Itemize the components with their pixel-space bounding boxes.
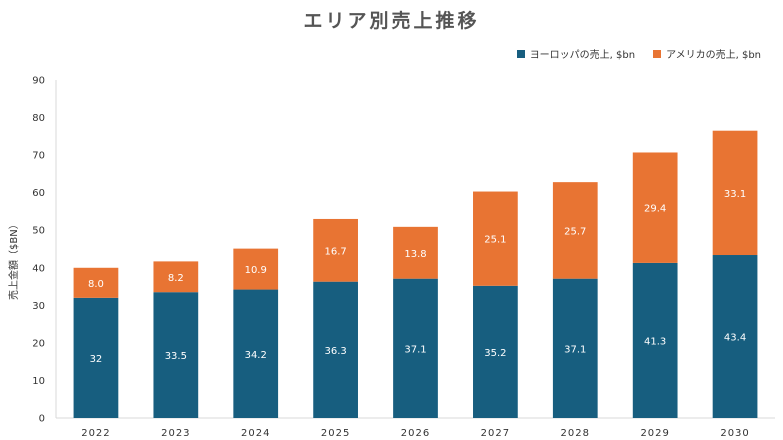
chart-title: エリア別売上推移	[303, 10, 480, 32]
legend-item-europe: ヨーロッパの売上, $bn	[516, 46, 636, 61]
y-tick-label: 20	[32, 338, 45, 349]
x-tick-label: 2024	[241, 428, 270, 439]
data-label-america: 10.9	[245, 265, 267, 276]
bar-america	[73, 267, 119, 298]
data-label-europe: 35.2	[484, 348, 506, 359]
data-label-europe: 33.5	[165, 351, 187, 362]
y-tick-label: 0	[39, 414, 45, 425]
x-tick-label: 2026	[401, 428, 430, 439]
bar-america	[393, 226, 438, 279]
data-label-america: 8.2	[168, 273, 184, 284]
data-label-europe: 32	[90, 354, 103, 365]
data-label-america: 13.8	[404, 249, 426, 260]
legend: ヨーロッパの売上, $bn アメリカの売上, $bn	[516, 46, 761, 61]
bar-america	[153, 261, 199, 293]
bar-america	[313, 218, 358, 282]
legend-label-europe: ヨーロッパの売上, $bn	[529, 50, 636, 61]
data-label-europe: 43.4	[724, 333, 746, 344]
bar-europe	[313, 281, 358, 418]
y-tick-label: 70	[32, 151, 45, 162]
data-label-europe: 41.3	[644, 336, 666, 347]
bar-america	[552, 182, 598, 279]
data-label-america: 33.1	[724, 189, 746, 200]
y-tick-label: 80	[32, 113, 45, 124]
bar-america	[632, 152, 678, 263]
bar-europe	[473, 285, 518, 418]
legend-label-america: アメリカの売上, $bn	[666, 50, 761, 61]
y-tick-label: 60	[32, 188, 45, 199]
y-tick-label: 30	[32, 301, 45, 312]
x-tick-label: 2029	[640, 428, 669, 439]
data-label-europe: 36.3	[324, 346, 346, 357]
data-label-america: 25.1	[484, 235, 506, 246]
x-tick-label: 2023	[161, 428, 190, 439]
x-tick-label: 2028	[561, 428, 590, 439]
y-tick-label: 10	[32, 376, 45, 387]
x-tick-label: 2027	[481, 428, 510, 439]
data-label-europe: 37.1	[404, 344, 426, 355]
bar-europe	[73, 297, 119, 418]
y-tick-label: 40	[32, 263, 45, 274]
bar-america	[473, 191, 518, 286]
y-tick-label: 50	[32, 226, 45, 237]
legend-swatch-europe	[516, 49, 525, 58]
bar-europe	[393, 278, 438, 418]
bar-europe	[552, 278, 598, 418]
bar-europe	[153, 292, 199, 418]
data-label-europe: 34.2	[245, 350, 267, 361]
bar-europe	[632, 262, 678, 418]
x-tick-label: 2030	[720, 428, 749, 439]
data-label-america: 25.7	[564, 226, 586, 237]
bar-america	[233, 248, 279, 290]
y-tick-label: 90	[32, 76, 45, 87]
bar-europe	[712, 255, 758, 418]
data-label-america: 8.0	[88, 279, 104, 290]
data-label-europe: 37.1	[564, 344, 586, 355]
bar-europe	[233, 289, 279, 418]
data-label-america: 16.7	[324, 246, 346, 257]
legend-item-america: アメリカの売上, $bn	[653, 46, 761, 61]
x-tick-label: 2025	[321, 428, 350, 439]
data-label-america: 29.4	[644, 204, 666, 215]
x-tick-label: 2022	[81, 428, 110, 439]
bar-america	[712, 130, 758, 256]
legend-swatch-america	[653, 49, 662, 58]
